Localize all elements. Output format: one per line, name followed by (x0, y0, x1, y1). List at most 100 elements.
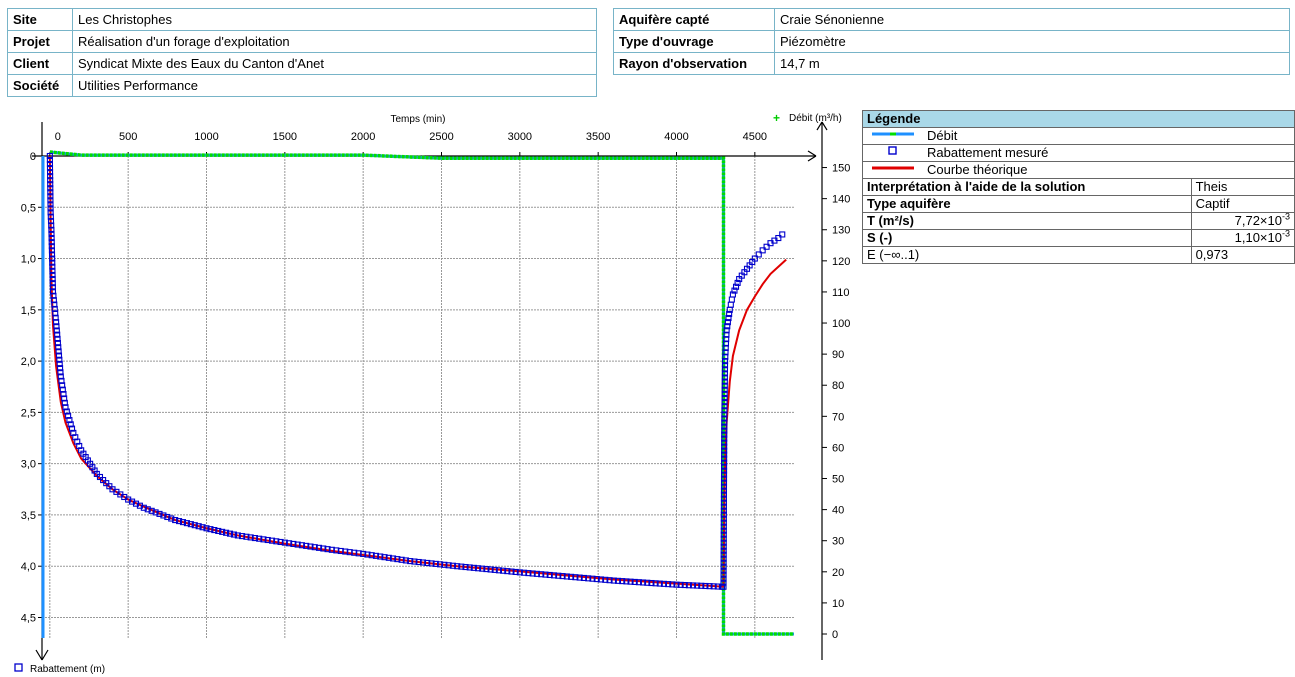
y-tick-label: 3,0 (21, 459, 36, 471)
measured-point (176, 518, 183, 525)
measured-point (721, 447, 728, 454)
y-tick-label: 0,5 (21, 202, 36, 214)
interp-value: Theis (1190, 178, 1295, 196)
measured-point (320, 545, 327, 552)
measured-point (721, 415, 728, 422)
efficiency-label: E (−∞..1) (862, 246, 1192, 264)
measured-point (47, 193, 54, 200)
efficiency-value: 0,973 (1190, 246, 1295, 264)
y2-tick-label: 150 (832, 163, 850, 175)
measured-point (49, 284, 56, 291)
measured-point (368, 552, 375, 559)
measured-point (721, 394, 728, 402)
measured-point (47, 169, 54, 176)
y2-tick-label: 60 (832, 442, 844, 454)
measured-point (720, 495, 727, 502)
measured-point (722, 340, 730, 347)
measured-point (203, 525, 210, 532)
measured-point (172, 517, 179, 524)
measured-point (59, 386, 66, 393)
measured-point (437, 561, 444, 568)
y-tick-label: 2,5 (21, 407, 36, 419)
measured-point (734, 279, 741, 286)
measured-point (164, 513, 171, 521)
measured-point (50, 292, 57, 299)
measured-point (775, 234, 782, 242)
measured-point (52, 314, 59, 321)
measured-point (602, 576, 609, 583)
measured-point (160, 512, 167, 519)
measured-point (721, 362, 729, 369)
measured-point (48, 251, 56, 258)
y2-tick-label: 0 (832, 629, 838, 641)
measured-point (55, 344, 62, 351)
measured-point (277, 538, 284, 546)
measured-point (568, 573, 575, 580)
measured-point (689, 582, 697, 589)
measured-point (211, 527, 218, 534)
y-tick-label: 1,5 (21, 305, 36, 317)
measured-point (725, 314, 732, 322)
measured-point (48, 222, 55, 229)
storativity-exponent: -3 (1281, 228, 1290, 239)
measured-point (458, 563, 465, 570)
aquifer-info-table: Aquifère capté Craie Sénonienne Type d'ouv… (613, 8, 1290, 75)
measured-point (106, 483, 113, 490)
measured-point (61, 399, 68, 406)
x-axis-arrow (807, 150, 817, 162)
measured-point (580, 574, 587, 582)
measured-point (751, 255, 758, 262)
measured-point (53, 323, 60, 330)
measured-point (67, 421, 74, 428)
y2-tick-label: 20 (832, 567, 844, 579)
measured-point (466, 564, 473, 571)
measured-point (660, 580, 668, 587)
measured-point (372, 552, 380, 559)
legend-item-measured: Rabattement mesuré (923, 144, 1295, 162)
measured-point (424, 559, 431, 566)
measured-point (324, 546, 331, 553)
y2-axis-arrow (816, 121, 828, 131)
y-tick-label: 4,5 (21, 612, 36, 624)
measured-point (720, 511, 727, 518)
measured-point (432, 560, 439, 567)
measured-point (103, 480, 110, 487)
measured-point (721, 431, 728, 438)
measured-point (644, 579, 651, 586)
measured-point (47, 185, 54, 192)
measured-point (721, 411, 728, 418)
measured-point (720, 503, 727, 510)
y2-tick-label: 30 (832, 536, 844, 548)
y-tick-label: 2,0 (21, 356, 36, 368)
measured-point (721, 370, 728, 377)
measured-point (65, 412, 72, 419)
measured-point (720, 579, 727, 586)
measured-point (483, 566, 490, 573)
measured-point (57, 373, 64, 380)
measured-point (51, 305, 58, 313)
measured-point (724, 323, 731, 330)
x-tick-label: 500 (119, 131, 137, 143)
measured-point (779, 231, 786, 238)
measured-point (152, 509, 159, 516)
measured-point (538, 571, 545, 578)
measured-point (419, 559, 427, 566)
measured-point (62, 404, 69, 411)
measured-point (710, 583, 717, 590)
x-tick-label: 3500 (586, 131, 610, 143)
measured-point (491, 566, 498, 573)
measured-point (96, 473, 104, 481)
measured-point (46, 165, 54, 172)
measured-point (56, 356, 63, 363)
measured-point (290, 540, 297, 547)
y-axis-arrow (35, 649, 49, 661)
measured-point (720, 531, 727, 538)
project-info-key: Client (7, 52, 73, 75)
measured-point (398, 556, 405, 563)
measured-point (100, 477, 107, 484)
measured-point (694, 582, 701, 589)
measured-point (54, 339, 61, 347)
measured-point (51, 301, 58, 308)
measured-point (525, 570, 532, 577)
measured-point (495, 567, 502, 574)
